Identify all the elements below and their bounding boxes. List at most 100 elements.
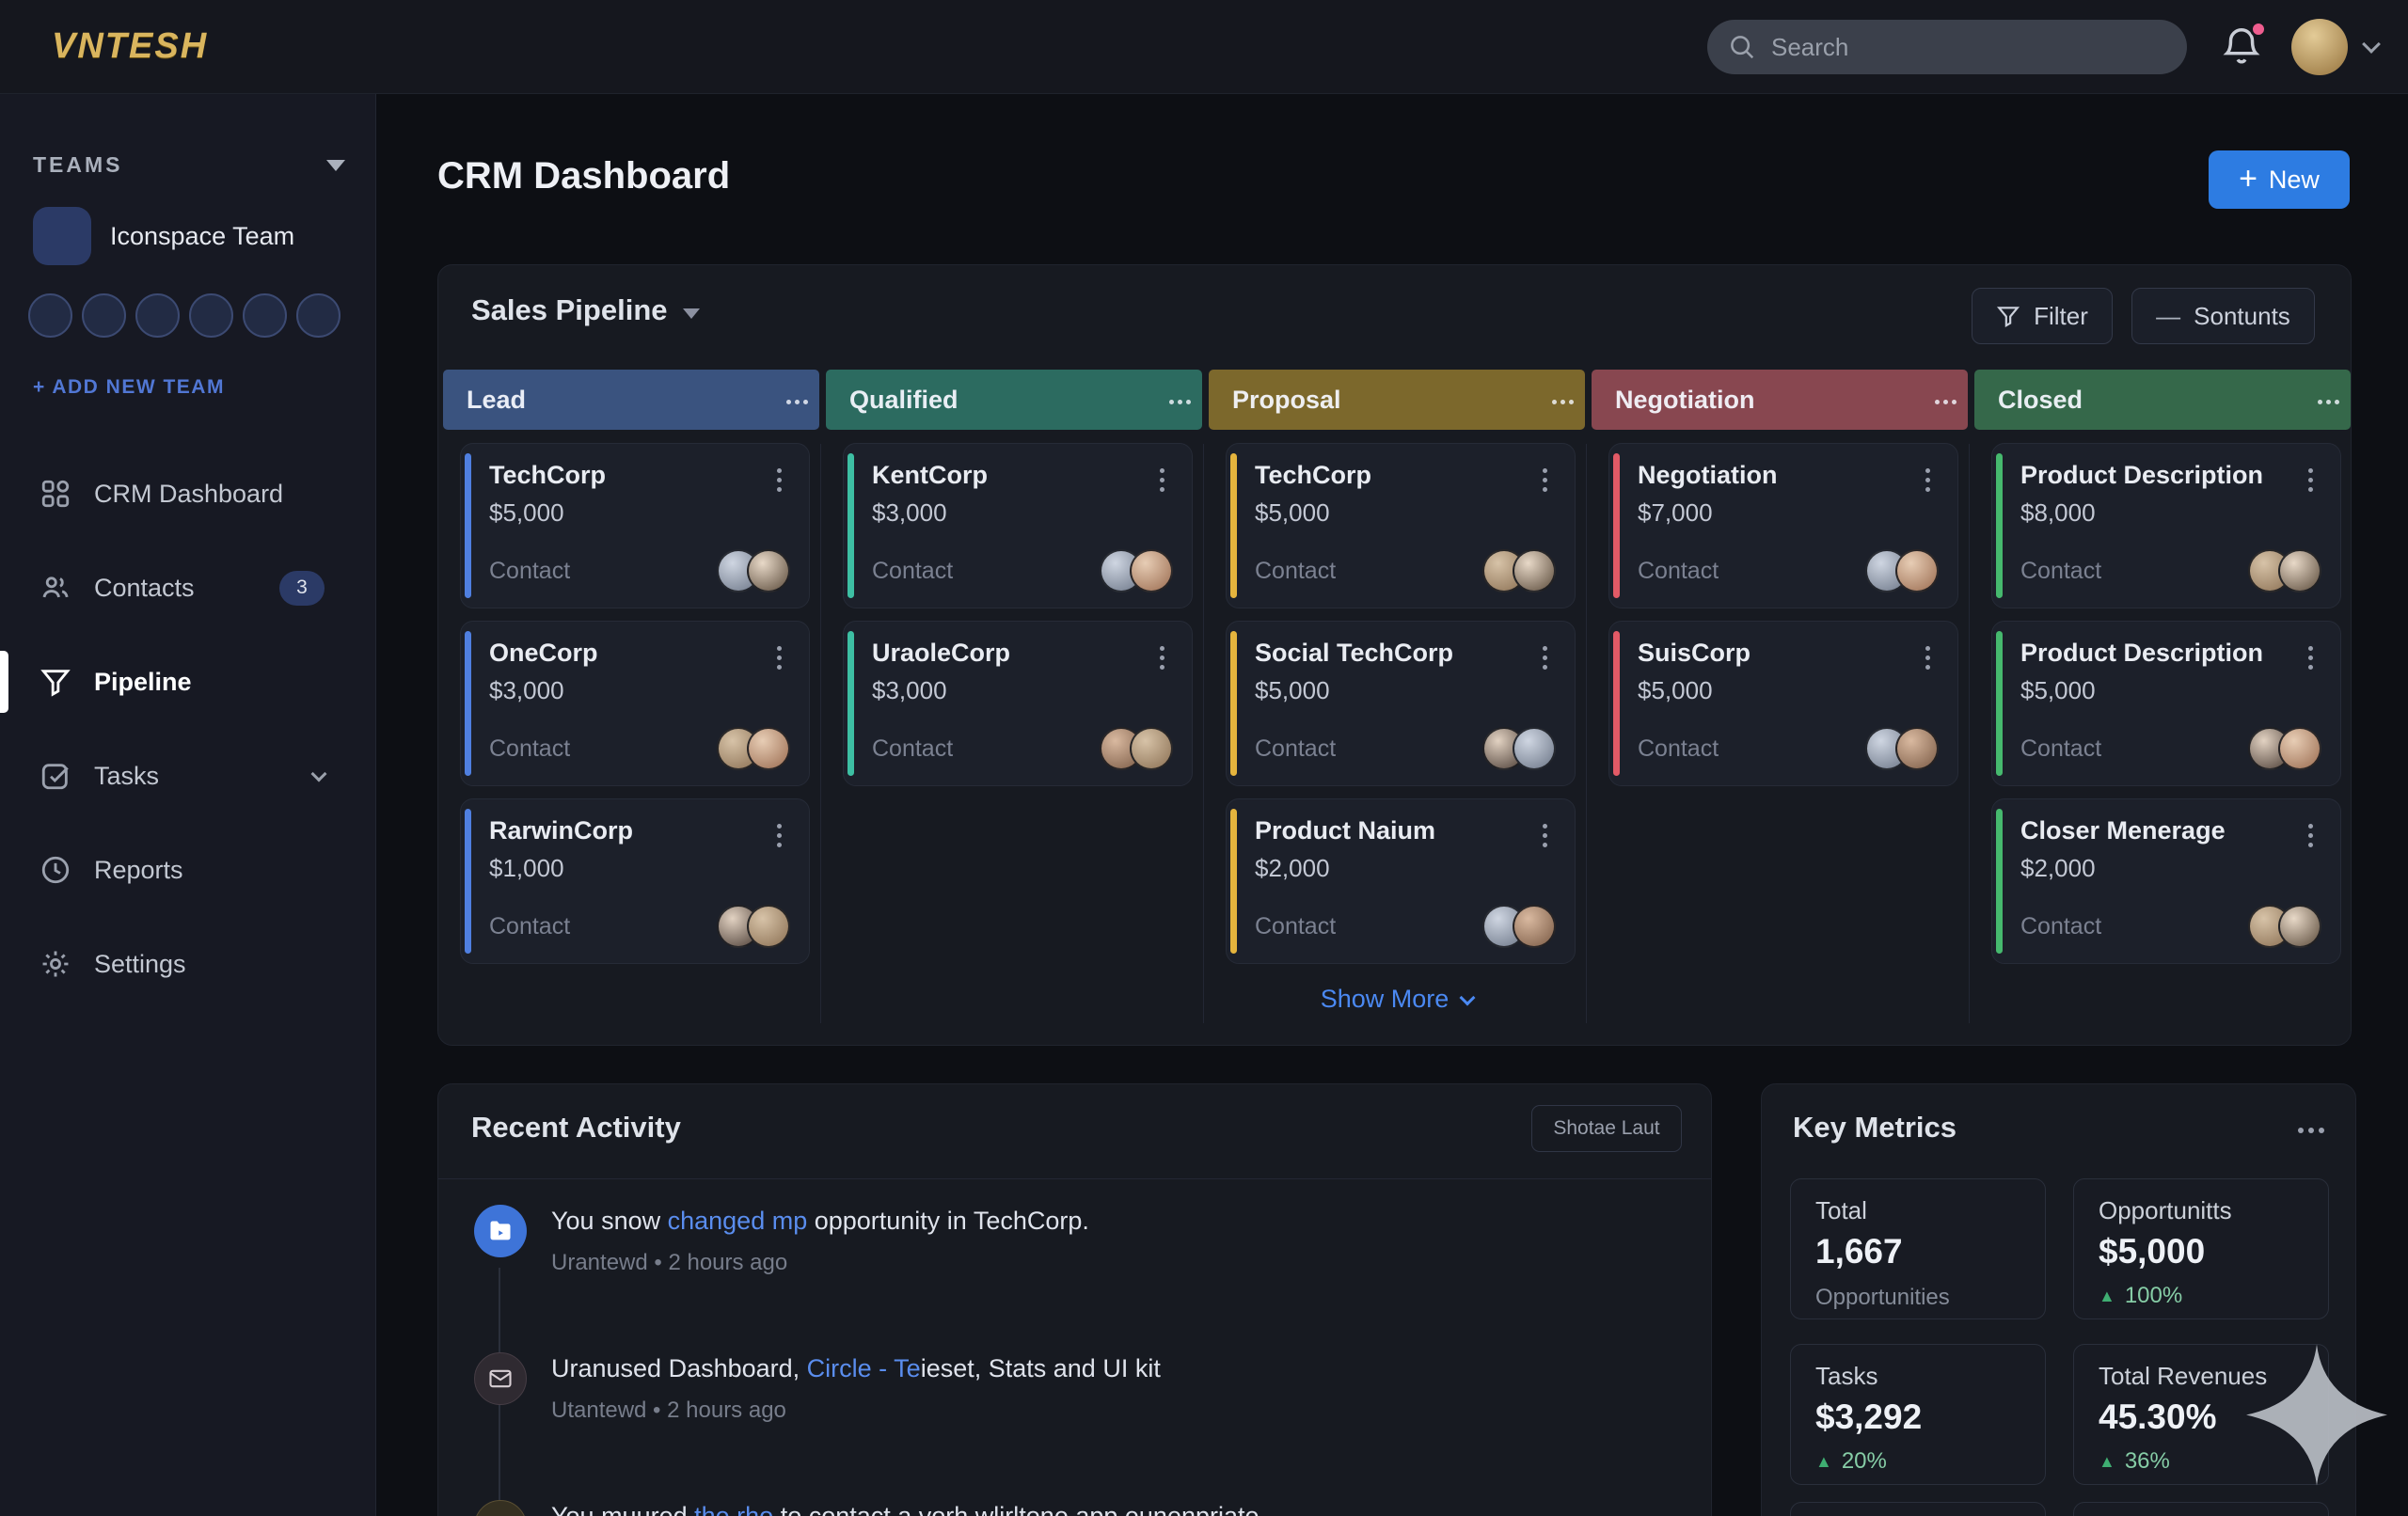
team-row[interactable]: Iconspace Team — [33, 207, 294, 265]
sidebar-item-settings[interactable]: Settings — [0, 917, 376, 1011]
topbar: VNTESH — [0, 0, 2408, 94]
contact-avatars — [717, 905, 790, 948]
deal-card[interactable]: OneCorp $3,000 Contact — [460, 621, 810, 786]
activity-link[interactable]: the rho — [694, 1502, 774, 1516]
card-menu-button[interactable] — [1533, 465, 1558, 502]
deal-title: Negotiation — [1638, 461, 1778, 489]
card-menu-button[interactable] — [1916, 465, 1941, 502]
metrics-menu-button[interactable] — [2298, 1128, 2304, 1133]
deal-card[interactable]: Product Description $5,000 Contact — [1991, 621, 2341, 786]
user-avatar[interactable] — [2291, 19, 2348, 75]
team-member-avatar[interactable] — [28, 293, 72, 338]
card-menu-button[interactable] — [2299, 642, 2323, 680]
deal-value: $5,000 — [1255, 676, 1330, 704]
sidebar-item-reports[interactable]: Reports — [0, 823, 376, 917]
card-menu-button[interactable] — [1916, 642, 1941, 680]
column-menu-button[interactable] — [1935, 400, 1940, 404]
contact-label: Contact — [872, 557, 954, 584]
filter-button[interactable]: Filter — [1972, 288, 2113, 344]
activity-link[interactable]: changed mp — [667, 1207, 808, 1235]
metric-card-partial — [2073, 1502, 2329, 1516]
card-accent-bar — [848, 453, 854, 598]
activity-link[interactable]: Circle - Te — [806, 1354, 921, 1382]
contact-label: Contact — [2020, 557, 2102, 584]
sidebar-item-pipeline[interactable]: Pipeline — [0, 635, 376, 729]
deal-value: $1,000 — [489, 854, 564, 882]
deal-card[interactable]: UraoleCorp $3,000 Contact — [843, 621, 1193, 786]
contact-label: Contact — [1255, 557, 1337, 584]
pipeline-title: Sales Pipeline — [471, 293, 668, 326]
deal-card[interactable]: Product Naium $2,000 Contact — [1226, 798, 1576, 964]
card-menu-button[interactable] — [2299, 465, 2323, 502]
sort-label: Sontunts — [2194, 301, 2290, 330]
activity-meta: Utantewd • 2 hours ago — [551, 1398, 786, 1423]
column-menu-button[interactable] — [786, 400, 791, 404]
card-menu-button[interactable] — [2299, 820, 2323, 858]
contact-avatars — [1100, 549, 1173, 592]
deal-card[interactable]: KentCorp $3,000 Contact — [843, 443, 1193, 608]
card-menu-button[interactable] — [1150, 465, 1175, 502]
column-menu-button[interactable] — [2318, 400, 2322, 404]
column-title: Qualified — [849, 385, 958, 414]
sidebar-item-crm-dashboard[interactable]: CRM Dashboard — [0, 447, 376, 541]
team-member-avatar[interactable] — [82, 293, 126, 338]
teams-collapse-caret[interactable] — [326, 160, 345, 171]
card-accent-bar — [1613, 453, 1620, 598]
team-member-avatar[interactable] — [243, 293, 287, 338]
show-more-button[interactable]: Show More — [1209, 985, 1585, 1014]
contact-avatars — [2248, 727, 2321, 770]
metric-card-total-revenues: Total Revenues 45.30% ▲ 36% — [2073, 1344, 2329, 1485]
contact-avatars — [2248, 905, 2321, 948]
deal-card[interactable]: SuisCorp $5,000 Contact — [1608, 621, 1958, 786]
chevron-down-icon[interactable] — [2362, 35, 2381, 54]
activity-action-button[interactable]: Shotae Laut — [1531, 1105, 1682, 1152]
card-menu-button[interactable] — [768, 465, 792, 502]
card-menu-button[interactable] — [768, 642, 792, 680]
column-divider — [1969, 444, 1970, 1023]
column-menu-button[interactable] — [1169, 400, 1174, 404]
column-header-qualified: Qualified — [826, 370, 1202, 430]
sidebar-item-label: Contacts — [94, 573, 195, 602]
deal-title: TechCorp — [1255, 461, 1372, 489]
sort-button[interactable]: — Sontunts — [2131, 288, 2315, 344]
deal-card[interactable]: RarwinCorp $1,000 Contact — [460, 798, 810, 964]
metric-label: Total Revenues — [2099, 1362, 2268, 1390]
card-menu-button[interactable] — [1533, 642, 1558, 680]
team-member-avatar[interactable] — [189, 293, 233, 338]
contact-avatars — [1865, 549, 1939, 592]
up-triangle-icon: ▲ — [2099, 1286, 2115, 1305]
deal-value: $7,000 — [1638, 498, 1713, 527]
deal-card[interactable]: Negotiation $7,000 Contact — [1608, 443, 1958, 608]
deal-card[interactable]: TechCorp $5,000 Contact — [1226, 443, 1576, 608]
add-new-team-button[interactable]: + ADD NEW TEAM — [33, 376, 225, 398]
metric-value: $5,000 — [2099, 1232, 2206, 1271]
contact-label: Contact — [872, 734, 954, 762]
deal-card[interactable]: TechCorp $5,000 Contact — [460, 443, 810, 608]
notifications-button[interactable] — [2220, 21, 2267, 70]
card-menu-button[interactable] — [1150, 642, 1175, 680]
pipeline-title-dropdown[interactable]: Sales Pipeline — [471, 293, 700, 327]
contact-label: Contact — [1638, 557, 1719, 584]
notification-dot — [2250, 21, 2267, 38]
new-button[interactable]: + New — [2209, 150, 2350, 209]
deal-card[interactable]: Product Description $8,000 Contact — [1991, 443, 2341, 608]
sidebar-item-label: CRM Dashboard — [94, 479, 284, 508]
team-member-avatar[interactable] — [296, 293, 341, 338]
sidebar-item-contacts[interactable]: Contacts 3 — [0, 541, 376, 635]
deal-value: $5,000 — [1255, 498, 1330, 527]
metric-label: Total — [1815, 1196, 1867, 1224]
search-input[interactable] — [1771, 32, 2147, 62]
deal-title: TechCorp — [489, 461, 607, 489]
card-menu-button[interactable] — [1533, 820, 1558, 858]
deal-card[interactable]: Closer Menerage $2,000 Contact — [1991, 798, 2341, 964]
deal-title: SuisCorp — [1638, 639, 1751, 667]
deal-card[interactable]: Social TechCorp $5,000 Contact — [1226, 621, 1576, 786]
deal-value: $3,000 — [872, 676, 947, 704]
column-menu-button[interactable] — [1552, 400, 1557, 404]
sidebar-item-tasks[interactable]: Tasks — [0, 729, 376, 823]
card-menu-button[interactable] — [768, 820, 792, 858]
contact-avatars — [717, 727, 790, 770]
deal-value: $5,000 — [1638, 676, 1713, 704]
team-member-avatar[interactable] — [135, 293, 180, 338]
search-bar[interactable] — [1707, 20, 2187, 74]
